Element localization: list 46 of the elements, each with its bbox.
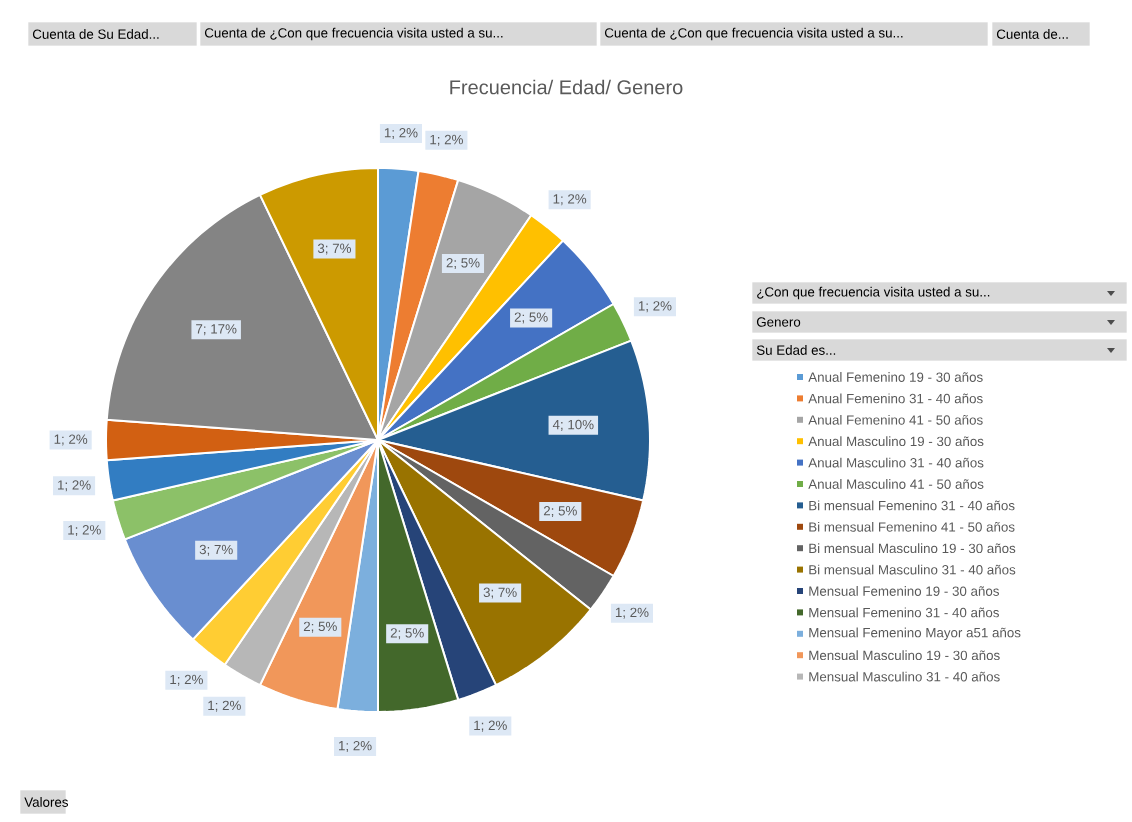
data-label: 1; 2% [430, 134, 463, 146]
data-label: 1; 2% [54, 434, 88, 446]
text: Cuenta de ¿Con que frecuencia visita usted a su... [604, 27, 903, 41]
data-label: 1; 2% [615, 607, 649, 619]
text: Cuenta de Su Edad... [32, 29, 159, 39]
legend-label: Bi mensual Femenino 41 - 50 años [809, 521, 1015, 532]
legend-label: Bi mensual Masculino 31 - 40 años [809, 564, 1016, 575]
data-label: 1; 2% [170, 674, 203, 686]
data-label: 2; 5% [446, 258, 480, 270]
data-label: 1; 2% [339, 740, 372, 753]
data-label: 3; 7% [199, 544, 233, 556]
legend-label: Anual Femenino 31 - 40 años [808, 393, 983, 404]
legend-label: Mensual Femenino Mayor a51 años [809, 627, 1021, 641]
legend-label: Anual Femenino 19 - 30 años [808, 372, 983, 382]
data-label: 3; 7% [317, 243, 352, 255]
legend-label: Bi mensual Femenino 31 - 40 años [809, 500, 1015, 511]
legend-label: Anual Masculino 31 - 40 años [808, 457, 984, 468]
text: Cuenta de ¿Con que frecuencia visita usted a su... [204, 27, 503, 41]
data-label: 1; 2% [638, 301, 672, 313]
chart-title: Frecuencia/ Edad/ Genero [450, 79, 683, 95]
data-label: 1; 2% [58, 480, 91, 492]
text: Su Edad es... [756, 345, 836, 355]
legend-label: Anual Femenino 41 - 50 años [808, 414, 983, 425]
legend-label: Mensual Femenino 19 - 30 años [809, 586, 999, 596]
data-label: 1; 2% [208, 700, 241, 712]
legend-label: Bi mensual Masculino 19 - 30 años [809, 543, 1016, 554]
data-label: 7; 17% [196, 324, 237, 336]
data-label: 1; 2% [384, 128, 418, 140]
text: Genero [756, 317, 801, 327]
legend-label: Anual Masculino 19 - 30 años [808, 436, 984, 447]
text: ¿Con que frecuencia visita usted a su... [757, 286, 990, 300]
data-label: 2; 5% [543, 506, 577, 518]
legend-label: Mensual Masculino 19 - 30 años [809, 650, 1000, 661]
data-label: 4; 10% [552, 419, 594, 431]
text: Cuenta de... [996, 29, 1068, 39]
data-label: 1; 2% [474, 720, 507, 732]
text: Valores [24, 797, 68, 807]
data-label: 1; 2% [553, 194, 587, 206]
data-label: 2; 5% [390, 628, 424, 640]
data-label: 2; 5% [514, 312, 548, 324]
legend-label: Mensual Femenino 31 - 40 años [809, 607, 999, 618]
legend-label: Anual Masculino 41 - 50 años [808, 479, 984, 489]
legend-label: Mensual Masculino 31 - 40 años [809, 671, 1000, 682]
data-label: 3; 7% [483, 587, 517, 599]
data-label: 2; 5% [303, 621, 337, 633]
data-label: 1; 2% [68, 525, 101, 537]
